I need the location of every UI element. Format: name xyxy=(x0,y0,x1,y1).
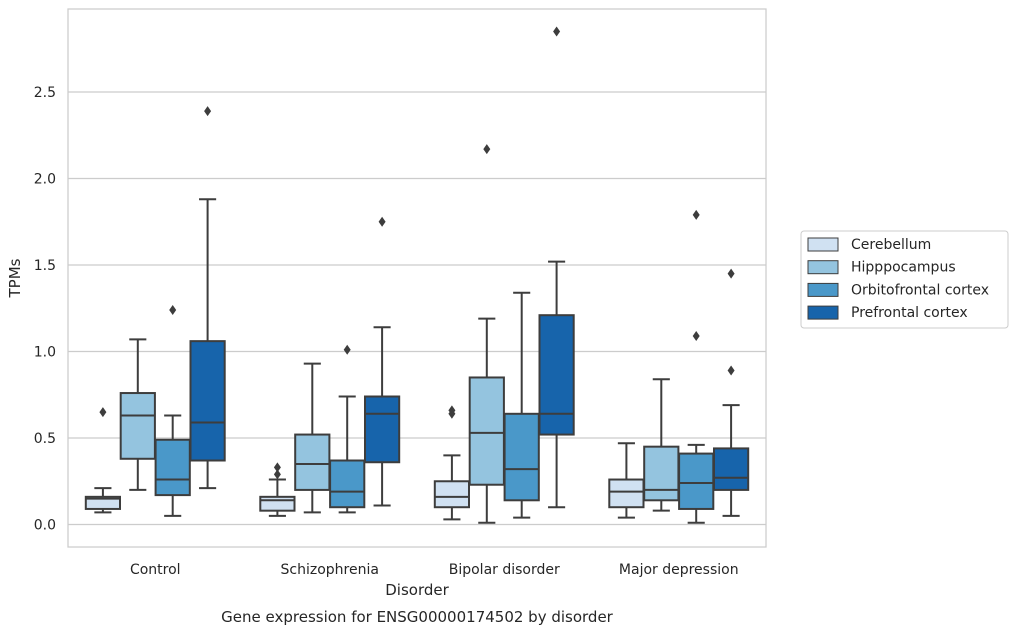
x-tick-label: Bipolar disorder xyxy=(449,562,560,578)
y-tick-label: 0.0 xyxy=(34,518,56,534)
box-hipppocampus xyxy=(294,362,331,514)
x-tick-label: Major depression xyxy=(619,562,739,578)
legend: Cerebellum Hipppocampus Orbitofrontal cort… xyxy=(800,230,1009,329)
box-hipppocampus xyxy=(643,378,680,512)
x-tick-label: Control xyxy=(130,562,181,578)
iqr-box xyxy=(84,495,122,510)
legend-frame xyxy=(800,230,1009,329)
iqr-box xyxy=(329,459,366,509)
outlier-marker xyxy=(448,405,456,416)
legend-swatch xyxy=(807,305,839,320)
outlier-marker xyxy=(204,106,212,117)
outlier-marker xyxy=(169,305,177,316)
iqr-box xyxy=(294,433,331,491)
iqr-box xyxy=(363,395,401,464)
outlier-marker xyxy=(692,330,700,341)
iqr-box xyxy=(189,340,226,462)
box-orbitofrontal-cortex xyxy=(329,344,366,514)
x-tick-label: Schizophrenia xyxy=(281,562,379,578)
legend-swatch xyxy=(807,260,839,275)
box-prefrontal-cortex xyxy=(363,216,401,507)
iqr-box xyxy=(503,412,540,502)
y-tick-label: 1.5 xyxy=(34,258,56,274)
legend-swatch xyxy=(807,237,839,252)
box-hipppocampus xyxy=(119,338,156,491)
x-tick-labels: Control Schizophrenia Bipolar disorder Majo… xyxy=(130,562,739,578)
box-cerebellum xyxy=(608,442,645,519)
outlier-marker xyxy=(483,144,491,155)
box-cerebellum xyxy=(84,407,122,514)
outlier-marker xyxy=(343,344,351,355)
boxes xyxy=(84,26,750,524)
iqr-box xyxy=(433,480,471,509)
x-axis-label: Disorder xyxy=(385,581,449,599)
y-tick-labels: 0.0 0.5 1.0 1.5 2.0 2.5 xyxy=(34,85,56,533)
gridlines xyxy=(68,91,766,526)
box-prefrontal-cortex xyxy=(189,106,226,490)
legend-swatch xyxy=(807,282,839,297)
chart-caption: Gene expression for ENSG00000174502 by d… xyxy=(221,608,614,626)
box-cerebellum xyxy=(259,462,296,517)
y-tick-label: 1.0 xyxy=(34,345,56,361)
legend-label: Prefrontal cortex xyxy=(851,305,968,321)
outlier-marker xyxy=(727,365,735,376)
plot-frame xyxy=(67,8,767,548)
y-axis-label: TPMs xyxy=(6,258,24,298)
iqr-box xyxy=(643,445,680,502)
iqr-box xyxy=(119,392,156,460)
iqr-box xyxy=(678,452,715,510)
iqr-box xyxy=(468,376,505,486)
legend-label: Hipppocampus xyxy=(851,260,956,276)
iqr-box xyxy=(259,495,296,512)
iqr-box xyxy=(608,478,645,509)
box-prefrontal-cortex xyxy=(712,268,750,517)
outlier-marker xyxy=(692,209,700,220)
outlier-marker xyxy=(273,469,281,480)
box-cerebellum xyxy=(433,405,471,521)
y-tick-label: 0.5 xyxy=(34,431,56,447)
outlier-marker xyxy=(378,216,386,227)
box-orbitofrontal-cortex xyxy=(678,209,715,524)
y-tick-label: 2.0 xyxy=(34,172,56,188)
outlier-marker xyxy=(553,26,561,37)
outlier-marker xyxy=(727,268,735,279)
box-hipppocampus xyxy=(468,144,505,524)
outlier-marker xyxy=(99,407,107,418)
box-orbitofrontal-cortex xyxy=(154,305,191,517)
box-prefrontal-cortex xyxy=(538,26,575,509)
iqr-box xyxy=(712,447,750,491)
y-tick-label: 2.5 xyxy=(34,85,56,101)
outlier-marker xyxy=(273,462,281,473)
box-orbitofrontal-cortex xyxy=(503,291,540,519)
legend-label: Cerebellum xyxy=(851,237,931,253)
iqr-box xyxy=(154,438,191,497)
iqr-box xyxy=(538,314,575,436)
legend-label: Orbitofrontal cortex xyxy=(851,282,989,298)
